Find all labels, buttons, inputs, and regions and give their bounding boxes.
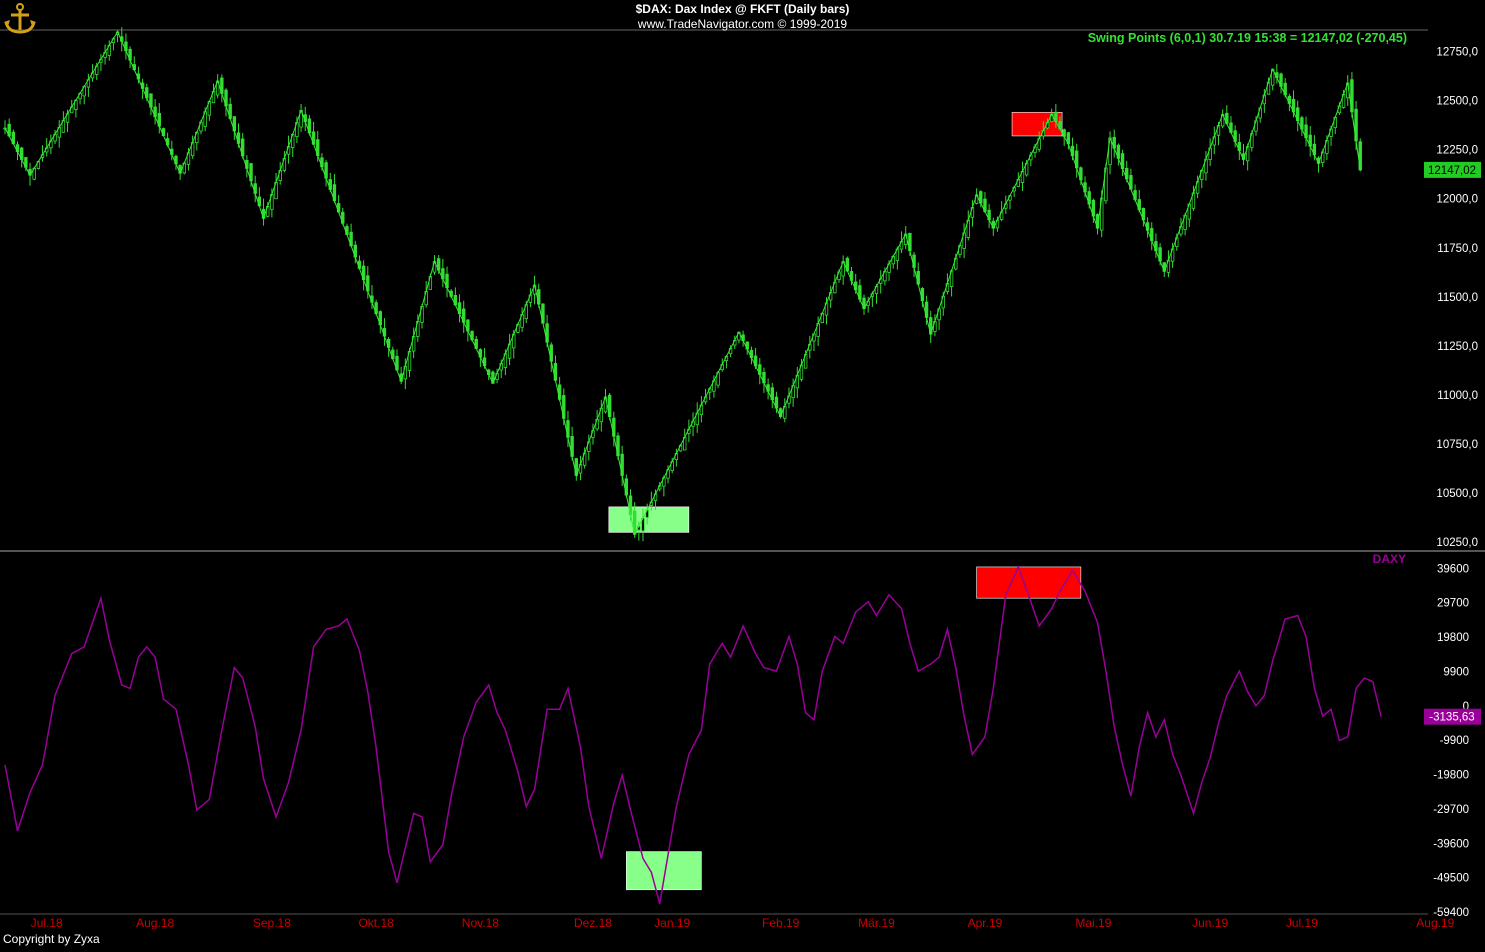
last-price-box [1424, 161, 1481, 178]
copyright-text: Copyright by Zyxa [3, 932, 100, 946]
oscillator-tick-label: -49500 [1433, 873, 1469, 885]
price-tick-label: 12250,0 [1436, 145, 1478, 157]
price-tick-label: 11250,0 [1437, 341, 1478, 353]
month-label: Jul.18 [31, 916, 63, 930]
oscillator-tick-label: 19800 [1437, 632, 1469, 644]
month-label: Jul.19 [1286, 916, 1318, 930]
oscillator-tick-label: -9900 [1440, 735, 1469, 747]
month-label: Feb.19 [762, 916, 800, 930]
oscillator-tick-label: 39600 [1437, 563, 1469, 575]
month-label: Dez.18 [574, 916, 612, 930]
price-tick-label: 10750,0 [1436, 439, 1478, 451]
price-tick-label: 11000,0 [1437, 390, 1478, 402]
price-tick-label: 12750,0 [1436, 47, 1478, 59]
oscillator-tick-label: 0 [1463, 701, 1469, 713]
oscillator-value-label: -3135,63 [1429, 712, 1474, 724]
oscillator-tick-label: 29700 [1437, 598, 1469, 610]
swing-point-line [4, 30, 1361, 536]
oscillator-value-box [1424, 708, 1481, 725]
last-price-label: 12147,02 [1428, 165, 1476, 177]
month-label: Nov.18 [462, 916, 499, 930]
price-tick-label: 10500,0 [1436, 488, 1478, 500]
price-tick-label: 12000,0 [1436, 194, 1478, 206]
oscillator-tick-label: -29700 [1433, 804, 1469, 816]
month-label: Mär.19 [858, 916, 895, 930]
oscillator-tick-label: -59400 [1433, 907, 1469, 919]
month-label: Apr.19 [968, 916, 1003, 930]
price-axis: 12750,0 12500,0 12250,0 12000,0 11750,0 11500… [1424, 47, 1481, 549]
price-tick-label: 11500,0 [1437, 292, 1478, 304]
oscillator-series-label: DAXY [1373, 552, 1406, 566]
month-label: Sep.18 [253, 916, 291, 930]
chart-subtitle: www.TradeNavigator.com © 1999-2019 [637, 17, 848, 31]
month-label: Jan.19 [654, 916, 690, 930]
month-label: Mai.19 [1075, 916, 1111, 930]
price-tick-label: 10250,0 [1436, 537, 1478, 549]
price-tick-label: 12500,0 [1436, 96, 1478, 108]
month-label: Aug.19 [1416, 916, 1454, 930]
anchor-icon [4, 3, 36, 34]
oscillator-line [4, 564, 1382, 904]
oscillator-highlight-green [626, 851, 702, 891]
chart-title: $DAX: Dax Index @ FKFT (Daily bars) [635, 2, 850, 16]
indicator-readout: Swing Points (6,0,1) 30.7.19 15:38 = 121… [1087, 31, 1407, 45]
month-label: Jun.19 [1192, 916, 1228, 930]
month-label: Aug.18 [136, 916, 174, 930]
oscillator-highlight-red [976, 566, 1082, 599]
oscillator-tick-label: 9900 [1443, 666, 1469, 678]
oscillator-tick-label: -39600 [1433, 838, 1469, 850]
month-label: Okt.18 [358, 916, 394, 930]
time-axis: Jul.18 Aug.18 Sep.18 Okt.18 Nov.18 Dez.18 Jan.… [31, 916, 1455, 930]
oscillator-tick-label: -19800 [1433, 770, 1469, 782]
oscillator-axis: 39600 29700 19800 9900 0 -9900 -19800 -29700 -39… [1424, 563, 1481, 919]
oscillator-highlights [626, 566, 1082, 891]
price-tick-label: 11750,0 [1437, 243, 1478, 255]
